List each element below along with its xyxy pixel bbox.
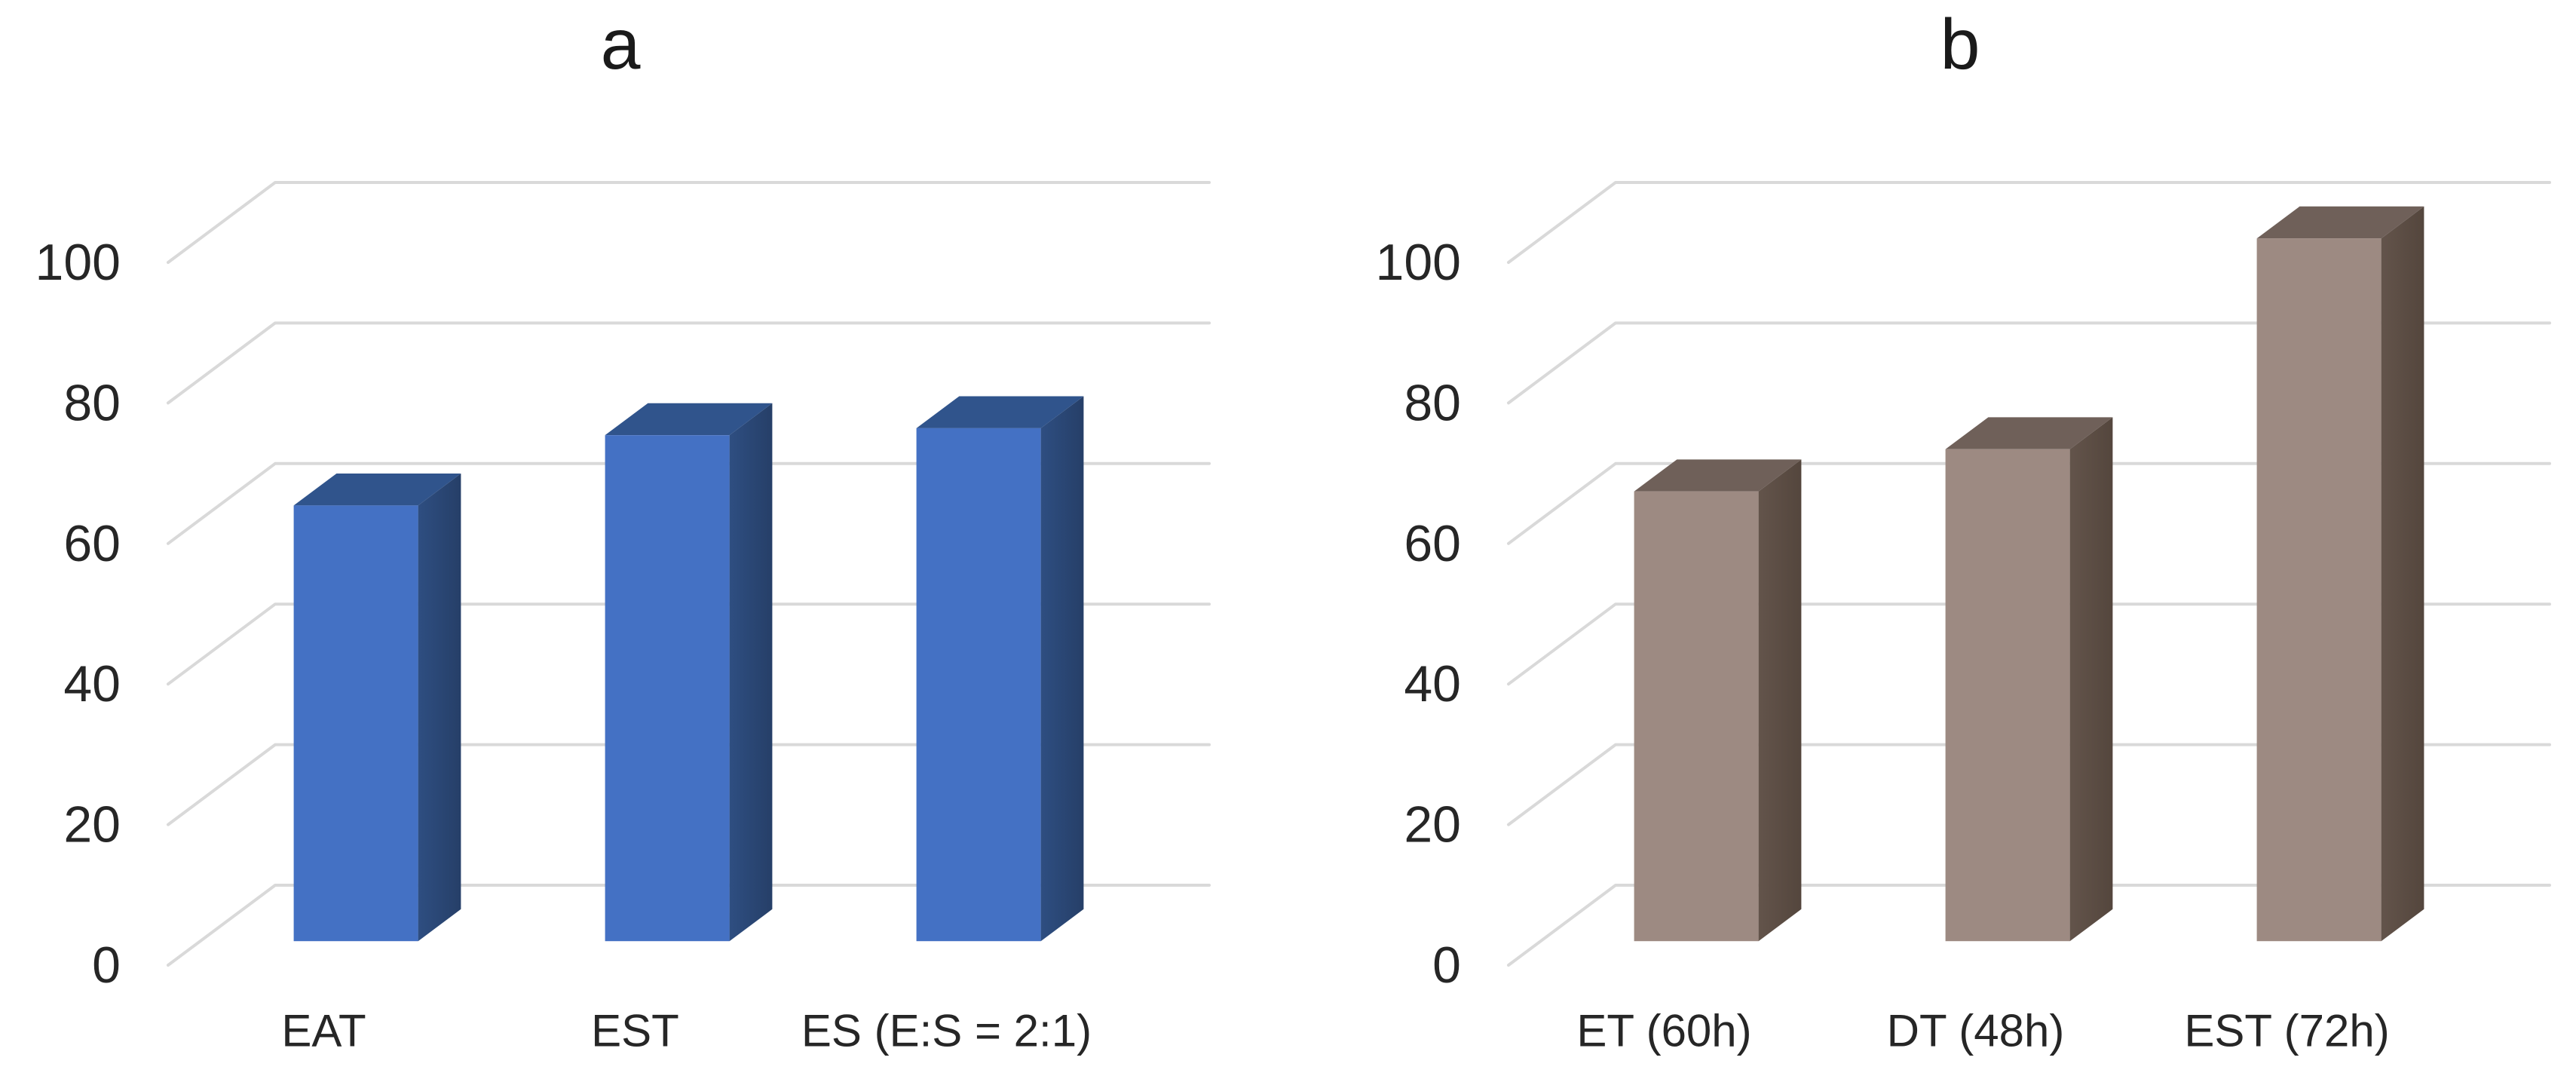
bar-side-face — [2069, 417, 2113, 942]
gridline-80 — [1507, 321, 2551, 405]
y-tick-label: 20 — [63, 796, 121, 854]
gridline-80 — [167, 321, 1211, 405]
bar-EST — [605, 403, 773, 942]
bar-front-face — [605, 435, 730, 942]
bar-ET (60h) — [1634, 459, 1802, 942]
chart-a-title: a — [600, 5, 641, 84]
gridline-40 — [1507, 602, 2551, 686]
gridline-20 — [1507, 743, 2551, 826]
y-tick-label: 60 — [63, 515, 121, 572]
bar-side-face — [2381, 206, 2424, 942]
bar-side-face — [1040, 396, 1084, 942]
category-label: DT (48h) — [1887, 1006, 2065, 1056]
gridline-40 — [167, 602, 1211, 686]
y-tick-label: 20 — [1404, 796, 1461, 854]
bar-top-face — [293, 473, 461, 506]
bar-top-face — [1945, 417, 2113, 449]
bar-side-face — [729, 403, 773, 942]
y-tick-label: 80 — [1404, 374, 1461, 431]
chart-a-panel: a 0 20 40 60 80 100 EAT EST ES (E:S = 2:1) — [35, 5, 1211, 1056]
gridline-0 — [1507, 884, 2551, 967]
gridline-0 — [167, 884, 1211, 967]
chart-b-panel: b 0 20 40 60 80 100 ET (60h) DT (48h) EST (72h) — [1288, 0, 2576, 1079]
category-label: EST — [591, 1006, 679, 1056]
y-tick-label: 60 — [1404, 515, 1461, 572]
category-label: EAT — [281, 1006, 366, 1056]
gridline-20 — [167, 743, 1211, 826]
bar-front-face — [1945, 449, 2070, 942]
gridline-60 — [167, 461, 1211, 545]
bar-EAT — [293, 473, 461, 942]
y-tick-label: 40 — [63, 655, 121, 713]
y-tick-label: 0 — [92, 936, 121, 994]
bar-front-face — [2256, 238, 2381, 942]
bar-front-face — [1634, 491, 1759, 942]
y-tick-label: 80 — [63, 374, 121, 431]
bar-ES (E:S = 2:1) — [916, 396, 1084, 942]
bar-top-face — [916, 396, 1084, 428]
category-label: ES (E:S = 2:1) — [801, 1006, 1092, 1056]
bar-front-face — [916, 428, 1041, 942]
y-tick-label: 100 — [35, 234, 121, 291]
bar-top-face — [1634, 459, 1802, 492]
bar-side-face — [418, 473, 461, 942]
bar-EST (72h) — [2256, 206, 2424, 942]
category-label: EST (72h) — [2184, 1006, 2389, 1056]
bar-top-face — [2256, 206, 2424, 239]
bar-front-face — [293, 505, 418, 942]
y-tick-label: 100 — [1376, 234, 1461, 291]
chart-b-title: b — [1940, 5, 1980, 84]
bar-DT (48h) — [1945, 417, 2113, 942]
gridline-100 — [1507, 181, 2551, 264]
bar-top-face — [605, 403, 773, 436]
category-label: ET (60h) — [1576, 1006, 1751, 1056]
chart-a-plot: 0 20 40 60 80 100 EAT EST ES (E:S = 2:1) — [35, 181, 1211, 1056]
gridline-60 — [1507, 461, 2551, 545]
bar-side-face — [1758, 459, 1802, 942]
chart-b-plot: 0 20 40 60 80 100 ET (60h) DT (48h) EST (72h) — [1376, 181, 2551, 1056]
gridline-100 — [167, 181, 1211, 264]
y-tick-label: 0 — [1432, 936, 1461, 994]
y-tick-label: 40 — [1404, 655, 1461, 713]
